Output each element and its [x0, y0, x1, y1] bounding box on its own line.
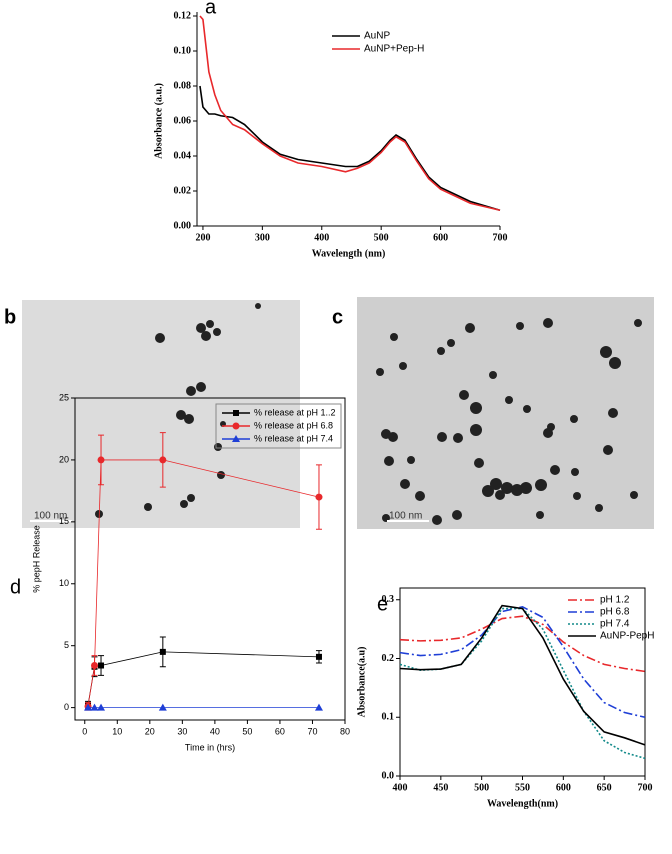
y-tick-label: 0.12	[174, 10, 192, 21]
marker	[91, 662, 99, 670]
marker	[98, 662, 105, 669]
x-axis-label: Wavelength(nm)	[487, 798, 558, 809]
scale-bar-label: 100 nm	[34, 511, 67, 522]
y-tick-label: 20	[59, 454, 69, 464]
legend-label: AuNP-PepH	[600, 631, 654, 642]
series-line	[399, 604, 646, 746]
y-tick-label: 0	[64, 702, 69, 712]
panel-label: c	[332, 306, 343, 328]
y-tick-label: 0.06	[174, 115, 192, 126]
y-tick-label: 0.3	[382, 594, 395, 605]
marker	[84, 703, 93, 711]
particles	[95, 303, 261, 518]
y-tick-label: 15	[59, 516, 69, 526]
x-tick-label: 500	[374, 232, 389, 243]
x-tick-label: 700	[493, 232, 508, 243]
x-tick-label: 400	[393, 782, 408, 793]
x-axis-label: Wavelength (nm)	[312, 248, 386, 259]
y-tick-label: 0.10	[174, 45, 192, 56]
x-tick-label: 550	[515, 782, 530, 793]
y-axis-label: Absorbance (a.u.)	[153, 83, 164, 159]
panel-label: b	[4, 306, 16, 328]
legend-label: pH 1.2	[600, 595, 630, 606]
marker	[315, 493, 323, 501]
marker	[97, 456, 105, 464]
series-line	[87, 651, 319, 706]
x-tick-label: 650	[597, 782, 612, 793]
marker	[97, 703, 106, 711]
legend-label: AuNP+Pep-H	[364, 44, 424, 55]
marker	[315, 653, 322, 660]
y-axis-label: % pepH Release	[31, 525, 41, 593]
legend-label: % release at pH 1..2	[254, 407, 336, 417]
x-tick-label: 700	[638, 782, 653, 793]
x-tick-label: 10	[112, 726, 122, 736]
plot-frame	[74, 397, 346, 721]
series-line	[199, 85, 501, 212]
panel-label: e	[377, 593, 388, 615]
y-axis-label: Absorbance(a.u)	[356, 647, 367, 718]
x-tick-label: 0	[82, 726, 87, 736]
y-tick-label: 10	[59, 578, 69, 588]
marker	[159, 648, 166, 655]
legend-frame	[215, 403, 342, 449]
marker	[159, 456, 167, 464]
legend-label: AuNP	[364, 31, 390, 42]
marker	[158, 703, 167, 711]
x-tick-label: 600	[556, 782, 571, 793]
x-tick-label: 200	[195, 232, 210, 243]
x-tick-label: 500	[474, 782, 489, 793]
legend-label: % release at pH 7.4	[254, 433, 333, 443]
marker	[232, 422, 240, 430]
legend-label: pH 7.4	[600, 619, 630, 630]
x-tick-label: 20	[145, 726, 155, 736]
tem-image-c: 100 nm c	[332, 297, 654, 529]
x-tick-label: 600	[433, 232, 448, 243]
y-tick-label: 25	[59, 392, 69, 402]
panel-label: a	[205, 0, 217, 18]
marker	[233, 410, 239, 416]
x-tick-label: 40	[210, 726, 220, 736]
particles	[376, 318, 642, 525]
x-tick-label: 300	[255, 232, 270, 243]
x-tick-label: 30	[177, 726, 187, 736]
series-line	[399, 605, 646, 719]
x-tick-label: 70	[307, 726, 317, 736]
marker	[314, 703, 323, 711]
x-tick-label: 60	[275, 726, 285, 736]
y-tick-label: 0.08	[174, 80, 192, 91]
scale-bar-label: 100 nm	[389, 511, 422, 522]
legend-label: pH 6.8	[600, 607, 630, 618]
x-tick-label: 400	[314, 232, 329, 243]
y-tick-label: 0.1	[382, 712, 395, 723]
marker	[90, 703, 99, 711]
legend-label: % release at pH 6.8	[254, 420, 333, 430]
series-line	[199, 15, 501, 212]
tem-image-b: 100 nm b	[4, 300, 300, 528]
panel-label: d	[10, 576, 21, 598]
marker	[232, 435, 240, 442]
y-tick-label: 0.00	[174, 220, 192, 231]
x-tick-label: 450	[433, 782, 448, 793]
x-axis-label: Time in (hrs)	[185, 742, 235, 752]
y-tick-label: 0.02	[174, 185, 192, 196]
y-tick-label: 0.04	[174, 150, 192, 161]
x-tick-label: 80	[340, 726, 350, 736]
y-tick-label: 5	[64, 640, 69, 650]
y-tick-label: 0.2	[382, 653, 395, 664]
series-line	[399, 615, 646, 673]
y-tick-label: 0.0	[382, 770, 395, 781]
x-tick-label: 50	[242, 726, 252, 736]
